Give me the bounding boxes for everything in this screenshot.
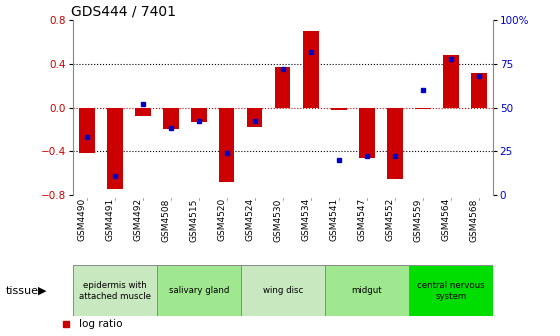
Bar — [415, 108, 431, 109]
Text: GSM4564: GSM4564 — [442, 198, 451, 242]
Text: log ratio: log ratio — [79, 319, 122, 329]
Text: GSM4491: GSM4491 — [106, 198, 115, 242]
Bar — [359, 108, 375, 158]
Text: wing disc: wing disc — [263, 286, 303, 295]
Text: GSM4520: GSM4520 — [218, 198, 227, 242]
Bar — [443, 55, 459, 108]
Text: GSM4568: GSM4568 — [470, 198, 479, 242]
Text: GSM4541: GSM4541 — [330, 198, 339, 242]
Text: GSM4508: GSM4508 — [162, 198, 171, 242]
Bar — [303, 31, 319, 108]
Text: ▶: ▶ — [38, 286, 46, 296]
Bar — [387, 108, 403, 178]
Bar — [241, 265, 325, 316]
Bar — [219, 108, 235, 182]
Text: midgut: midgut — [352, 286, 382, 295]
Bar — [73, 265, 157, 316]
Text: GSM4492: GSM4492 — [134, 198, 143, 241]
Bar — [107, 108, 123, 190]
Text: GSM4534: GSM4534 — [302, 198, 311, 242]
Text: GSM4552: GSM4552 — [386, 198, 395, 242]
Bar — [275, 67, 291, 108]
Text: GSM4559: GSM4559 — [414, 198, 423, 242]
Text: tissue: tissue — [6, 286, 39, 296]
Text: GSM4524: GSM4524 — [246, 198, 255, 241]
Bar — [191, 108, 207, 122]
Text: GSM4515: GSM4515 — [190, 198, 199, 242]
Bar — [79, 108, 95, 154]
Text: epidermis with
attached muscle: epidermis with attached muscle — [79, 281, 151, 301]
Text: GDS444 / 7401: GDS444 / 7401 — [71, 5, 176, 19]
Bar — [135, 108, 151, 116]
Bar — [331, 108, 347, 110]
Text: GSM4490: GSM4490 — [78, 198, 87, 242]
Text: salivary gland: salivary gland — [169, 286, 229, 295]
Bar — [325, 265, 409, 316]
Text: GSM4530: GSM4530 — [274, 198, 283, 242]
Text: GSM4547: GSM4547 — [358, 198, 367, 242]
Bar — [247, 108, 263, 127]
Bar — [157, 265, 241, 316]
Text: central nervous
system: central nervous system — [417, 281, 484, 301]
Bar — [471, 73, 487, 108]
Bar — [409, 265, 493, 316]
Bar — [163, 108, 179, 129]
